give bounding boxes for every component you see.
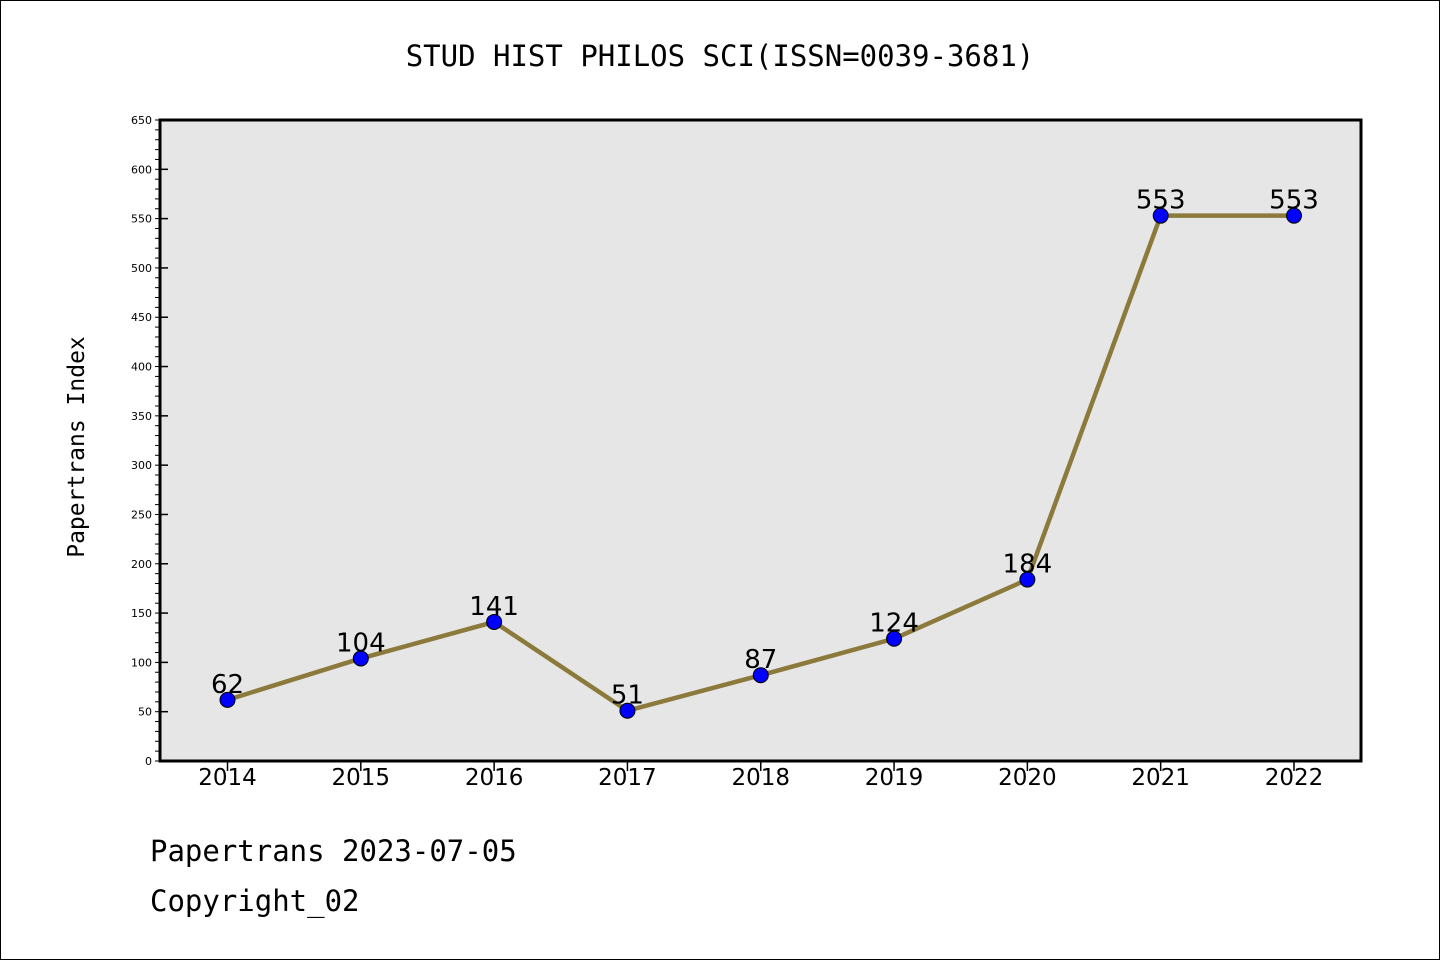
- x-tick-label: 2019: [865, 765, 924, 791]
- chart-title: STUD HIST PHILOS SCI(ISSN=0039-3681): [406, 39, 1035, 73]
- data-point: [752, 667, 769, 684]
- x-tick-label: 2021: [1131, 765, 1190, 791]
- series-layer: [219, 207, 1302, 719]
- x-tick-label: 2014: [198, 765, 257, 791]
- data-label: 62: [211, 670, 244, 700]
- y-tick-label: 450: [131, 311, 152, 324]
- data-point: [1286, 207, 1302, 224]
- data-point: [219, 691, 236, 708]
- y-tick-label: 150: [131, 607, 152, 620]
- data-label: 104: [336, 628, 386, 658]
- y-tick-label: 350: [131, 410, 152, 423]
- data-label: 141: [469, 592, 519, 622]
- data-label: 553: [1269, 186, 1319, 216]
- y-tick-label: 650: [131, 114, 152, 127]
- x-tick-label: 2022: [1265, 765, 1324, 791]
- footer-copyright: Copyright_02: [150, 884, 360, 918]
- x-tick-label: 2016: [465, 765, 524, 791]
- y-tick-label: 250: [131, 508, 152, 521]
- footer-source: Papertrans 2023-07-05: [150, 834, 517, 868]
- data-point: [486, 613, 503, 630]
- y-tick-label: 300: [131, 459, 152, 472]
- data-point: [352, 650, 369, 667]
- y-tick-label: 550: [131, 213, 152, 226]
- data-point: [1019, 571, 1036, 588]
- data-label: 51: [611, 681, 644, 711]
- y-tick-label: 600: [131, 163, 152, 176]
- y-tick-label: 500: [131, 262, 152, 275]
- x-tick-label: 2020: [998, 765, 1057, 791]
- x-axis: 2014 2015 2016 2017 2018 2019 2020 2021 2022: [198, 761, 1323, 791]
- y-axis: 0 50 100 150 200 250 300 350 400 450 500 550 600 650: [131, 114, 168, 768]
- y-tick-label: 400: [131, 361, 152, 374]
- data-label: 553: [1136, 186, 1186, 216]
- x-tick-label: 2015: [332, 765, 391, 791]
- data-point: [619, 702, 636, 719]
- data-point: [1152, 207, 1169, 224]
- data-point: [886, 630, 903, 647]
- data-label: 184: [1003, 550, 1053, 580]
- data-label: 124: [869, 609, 919, 639]
- x-tick-label: 2018: [731, 765, 790, 791]
- x-tick-label: 2017: [598, 765, 657, 791]
- data-labels: 62 104 141 51 87 124 184 553 553: [211, 186, 1319, 711]
- data-label: 87: [744, 645, 777, 675]
- y-tick-label: 0: [145, 755, 152, 768]
- y-tick-label: 100: [131, 656, 152, 669]
- y-tick-label: 200: [131, 558, 152, 571]
- plot-border: [158, 118, 1363, 763]
- y-axis-label: Papertrans Index: [64, 336, 90, 558]
- y-tick-label: 50: [138, 706, 152, 719]
